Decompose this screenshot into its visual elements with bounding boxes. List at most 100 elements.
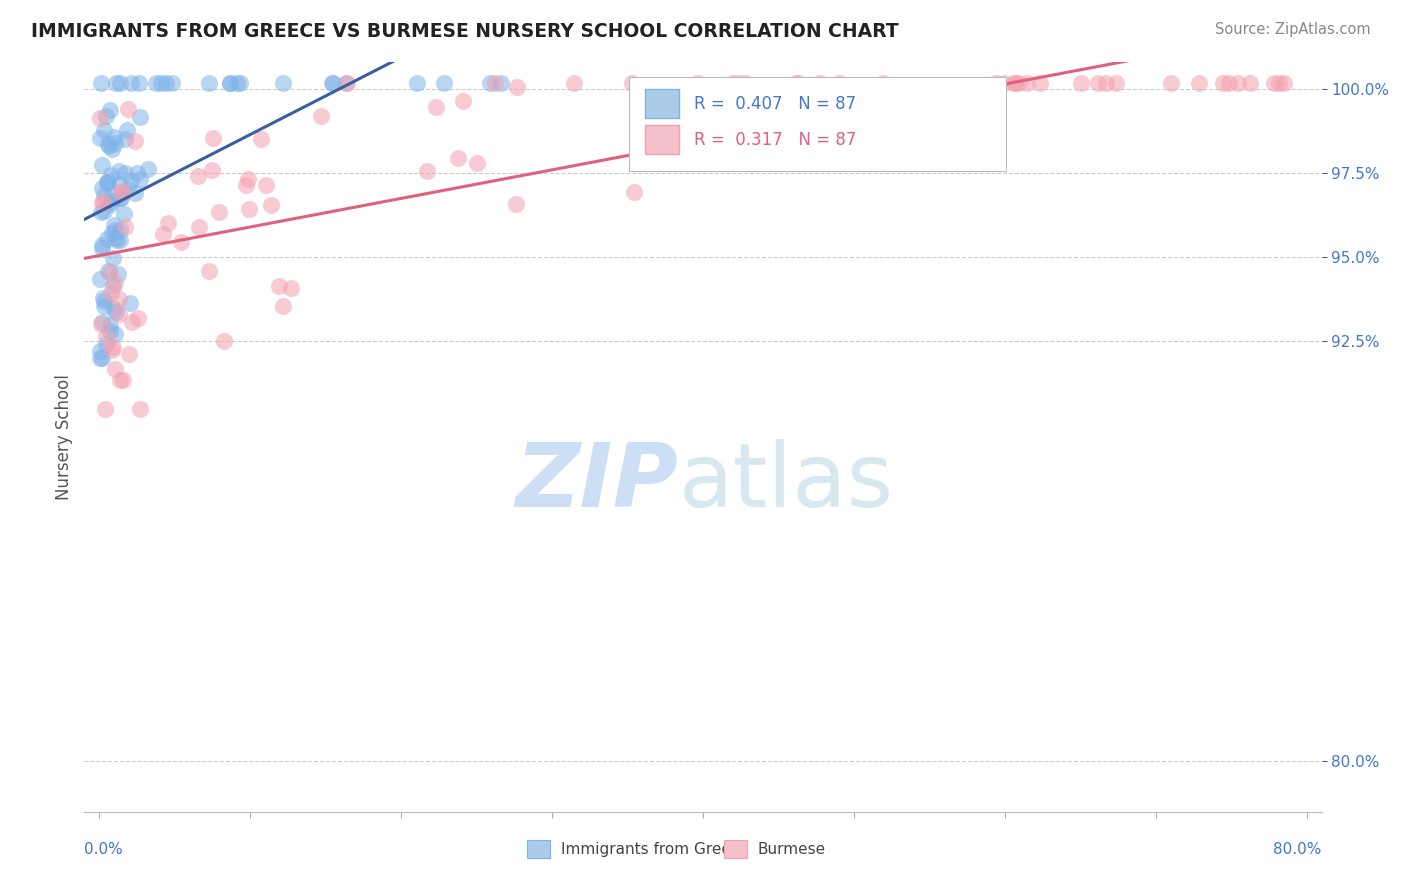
Point xyxy=(101,251,124,265)
Point xyxy=(108,373,131,387)
Point xyxy=(128,110,150,124)
Point xyxy=(103,130,125,145)
Point xyxy=(101,194,124,208)
Point xyxy=(280,281,302,295)
Point xyxy=(112,207,135,221)
Point xyxy=(734,76,756,90)
Point xyxy=(90,205,112,219)
Point xyxy=(90,241,112,255)
Point xyxy=(91,181,114,195)
Point xyxy=(101,226,124,240)
Point xyxy=(562,76,585,90)
Point xyxy=(121,76,143,90)
Point xyxy=(465,156,488,170)
Point xyxy=(1267,76,1289,90)
Point xyxy=(108,223,131,237)
Point xyxy=(229,76,252,90)
Point xyxy=(433,76,456,90)
Point xyxy=(491,76,513,90)
Point xyxy=(1002,76,1025,90)
Point xyxy=(993,76,1015,90)
Point xyxy=(101,191,124,205)
Point xyxy=(101,343,124,358)
Point xyxy=(104,326,127,341)
Point xyxy=(108,293,131,307)
Point xyxy=(453,94,475,108)
Point xyxy=(124,134,146,148)
Point xyxy=(90,317,112,331)
Point xyxy=(273,76,295,90)
Point xyxy=(505,197,527,211)
Point xyxy=(90,76,112,90)
Point xyxy=(108,191,131,205)
Point xyxy=(115,123,138,137)
Point xyxy=(201,131,224,145)
Point xyxy=(97,138,120,153)
Point xyxy=(89,271,111,285)
Point xyxy=(108,233,131,247)
Point xyxy=(219,76,242,90)
Point xyxy=(96,329,118,343)
Point xyxy=(478,76,501,90)
Point xyxy=(808,76,831,90)
Point xyxy=(235,178,257,192)
Point xyxy=(96,177,118,191)
Point xyxy=(108,177,131,191)
Point xyxy=(114,132,136,146)
Point xyxy=(105,233,128,247)
Point xyxy=(218,76,240,90)
Text: 0.0%: 0.0% xyxy=(84,842,124,856)
Point xyxy=(128,171,150,186)
Point xyxy=(93,203,115,218)
Text: Immigrants from Greece: Immigrants from Greece xyxy=(561,842,749,856)
Bar xyxy=(645,89,679,118)
Point xyxy=(124,186,146,200)
Point xyxy=(620,76,643,90)
Point xyxy=(336,76,359,90)
Point xyxy=(1272,76,1295,90)
Point xyxy=(114,165,136,179)
Point xyxy=(1095,76,1118,90)
Point xyxy=(728,76,751,90)
Point xyxy=(322,76,344,90)
Point xyxy=(90,195,112,210)
Point xyxy=(170,235,193,249)
Point xyxy=(787,76,810,90)
Point xyxy=(100,103,122,117)
Point xyxy=(97,176,120,190)
Point xyxy=(104,136,127,150)
Point xyxy=(91,157,114,171)
Point xyxy=(1160,76,1182,90)
Point xyxy=(250,132,273,146)
Point xyxy=(1008,76,1031,90)
Point xyxy=(152,227,174,242)
Text: ZIP: ZIP xyxy=(516,439,678,525)
Point xyxy=(127,310,149,325)
Point xyxy=(117,102,139,116)
Point xyxy=(103,218,125,232)
Y-axis label: Nursery School: Nursery School xyxy=(55,374,73,500)
Point xyxy=(1239,76,1261,90)
Point xyxy=(91,195,114,210)
Point xyxy=(104,277,127,291)
Point xyxy=(686,76,709,90)
Point xyxy=(96,337,118,351)
Point xyxy=(128,76,150,90)
Text: atlas: atlas xyxy=(678,439,893,525)
Point xyxy=(484,76,506,90)
Point xyxy=(785,76,807,90)
Point xyxy=(107,267,129,281)
Text: R =  0.317   N = 87: R = 0.317 N = 87 xyxy=(695,130,856,149)
Point xyxy=(1017,76,1039,90)
Point xyxy=(105,305,128,319)
Point xyxy=(198,264,221,278)
Text: R =  0.407   N = 87: R = 0.407 N = 87 xyxy=(695,95,856,112)
Point xyxy=(121,315,143,329)
Point xyxy=(90,315,112,329)
Point xyxy=(309,109,332,123)
Point xyxy=(111,184,134,198)
Point xyxy=(100,169,122,183)
Point xyxy=(1004,76,1026,90)
Point xyxy=(623,185,645,199)
Point xyxy=(94,401,117,416)
